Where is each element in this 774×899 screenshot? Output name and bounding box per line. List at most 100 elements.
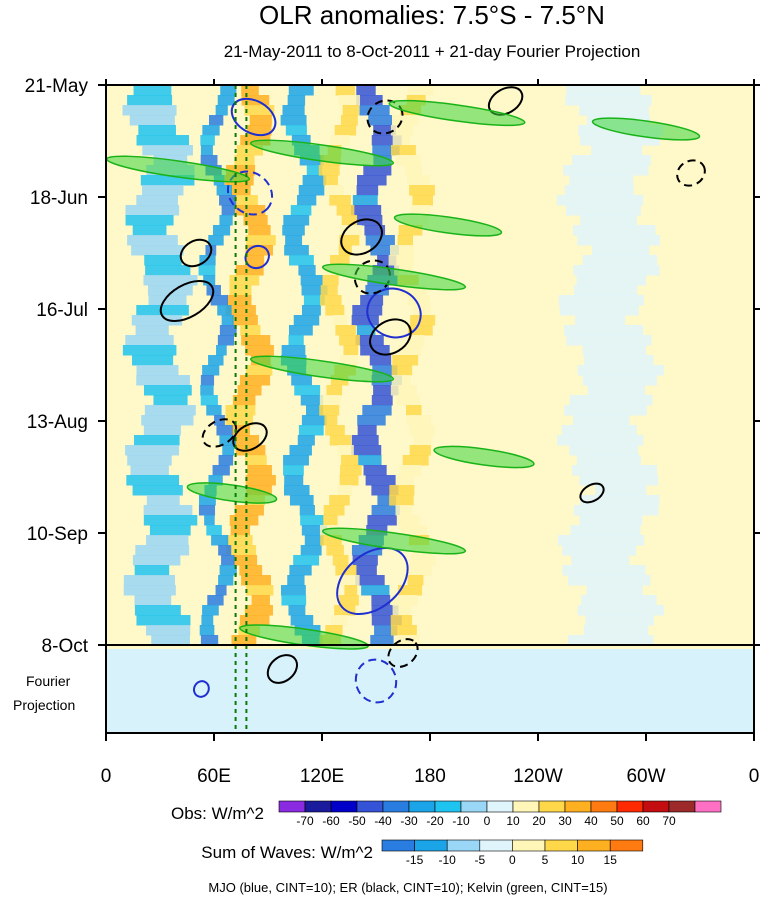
chart-title: OLR anomalies: 7.5°S - 7.5°N xyxy=(259,0,605,30)
anomaly-cell xyxy=(298,265,316,276)
anomaly-cell xyxy=(207,595,224,606)
colorbar-box xyxy=(382,800,410,813)
anomaly-cell xyxy=(390,145,416,156)
anomaly-cell xyxy=(212,465,230,476)
anomaly-cell xyxy=(338,95,361,106)
anomaly-cell xyxy=(125,335,174,346)
anomaly-cell xyxy=(568,635,654,646)
anomaly-cell xyxy=(351,545,383,556)
anomaly-cell xyxy=(219,325,237,336)
anomaly-cell xyxy=(287,575,305,586)
anomaly-cell xyxy=(236,145,263,156)
anomaly-cell xyxy=(244,605,273,616)
anomaly-cell xyxy=(369,355,392,366)
anomaly-cell xyxy=(329,495,350,506)
anomaly-cell xyxy=(134,595,172,606)
anomaly-cell xyxy=(217,95,235,106)
anomaly-cell xyxy=(392,595,418,606)
anomaly-cell xyxy=(562,565,646,576)
x-tick-label: 120W xyxy=(513,766,563,787)
anomaly-cell xyxy=(574,315,626,326)
colorbar-tick-label: -50 xyxy=(348,814,366,828)
anomaly-cell xyxy=(410,205,431,216)
anomaly-cell xyxy=(136,195,178,206)
anomaly-cell xyxy=(200,635,219,646)
anomaly-cell xyxy=(407,85,434,96)
anomaly-cell xyxy=(334,125,357,136)
kelvin-contour xyxy=(433,445,535,469)
anomaly-cell xyxy=(288,605,306,616)
anomaly-cell xyxy=(206,405,222,416)
anomaly-cell xyxy=(136,615,191,626)
anomaly-cell xyxy=(330,135,350,146)
anomaly-cell xyxy=(395,155,421,166)
anomaly-cell xyxy=(364,225,386,236)
anomaly-cell xyxy=(407,575,424,586)
anomaly-cell xyxy=(342,105,359,116)
anomaly-cell xyxy=(301,525,328,536)
kelvin-contour xyxy=(249,139,395,167)
anomaly-cell xyxy=(234,505,264,516)
anomaly-cell xyxy=(143,505,193,516)
anomaly-cell xyxy=(351,445,382,456)
colorbar-box xyxy=(512,839,546,852)
anomaly-cell xyxy=(229,515,259,526)
anomaly-cell xyxy=(136,365,179,376)
anomaly-cell xyxy=(140,175,195,186)
anomaly-cell xyxy=(251,595,270,606)
anomaly-cell xyxy=(409,445,431,456)
anomaly-cell xyxy=(392,605,411,616)
anomaly-cell xyxy=(123,575,175,586)
anomaly-cell xyxy=(287,95,306,106)
anomaly-cell xyxy=(132,225,167,236)
anomaly-cell xyxy=(392,115,419,126)
anomaly-cell xyxy=(301,305,321,316)
anomaly-cell xyxy=(126,475,180,486)
anomaly-cell xyxy=(129,115,175,126)
anomaly-cell xyxy=(198,495,216,506)
anomaly-cell xyxy=(390,625,417,636)
anomaly-cell xyxy=(200,395,218,406)
anomaly-cell xyxy=(229,275,260,286)
mjo-contour xyxy=(230,97,277,137)
anomaly-cell xyxy=(556,195,644,206)
anomaly-cell xyxy=(396,515,420,526)
anomaly-cell xyxy=(401,525,427,536)
anomaly-cell xyxy=(332,555,349,566)
anomaly-cell xyxy=(306,165,323,176)
anomaly-cell xyxy=(127,235,178,246)
y-tick-label: 16-Jul xyxy=(36,300,88,321)
anomaly-cell xyxy=(240,325,261,336)
anomaly-cell xyxy=(577,365,664,376)
anomaly-cell xyxy=(284,475,304,486)
colorbar-tick-label: 20 xyxy=(532,814,546,828)
anomaly-cell xyxy=(363,465,387,476)
anomaly-cell xyxy=(290,205,312,216)
anomaly-cell xyxy=(390,125,414,136)
colorbar-box xyxy=(538,800,566,813)
colorbar-box xyxy=(616,800,644,813)
anomaly-cell xyxy=(412,195,434,206)
anomaly-cell xyxy=(208,355,224,366)
anomaly-cell xyxy=(355,575,385,586)
anomaly-cell xyxy=(591,145,643,156)
anomaly-cell xyxy=(216,425,233,436)
anomaly-cell xyxy=(245,475,276,486)
anomaly-cell xyxy=(293,555,320,566)
anomaly-cell xyxy=(325,425,345,436)
anomaly-cell xyxy=(221,315,234,326)
anomaly-cell xyxy=(355,565,377,576)
anomaly-cell xyxy=(134,605,181,616)
colorbar-box xyxy=(486,800,514,813)
anomaly-cell xyxy=(362,405,392,416)
anomaly-cell xyxy=(392,355,419,366)
colorbar-box xyxy=(564,800,592,813)
anomaly-cell xyxy=(247,465,272,476)
anomaly-cell xyxy=(582,255,658,266)
anomaly-cell xyxy=(371,135,402,146)
anomaly-cell xyxy=(290,615,314,626)
anomaly-cell xyxy=(370,635,394,646)
anomaly-cell xyxy=(329,195,351,206)
anomaly-cell xyxy=(564,405,647,416)
kelvin-contours xyxy=(106,99,701,650)
